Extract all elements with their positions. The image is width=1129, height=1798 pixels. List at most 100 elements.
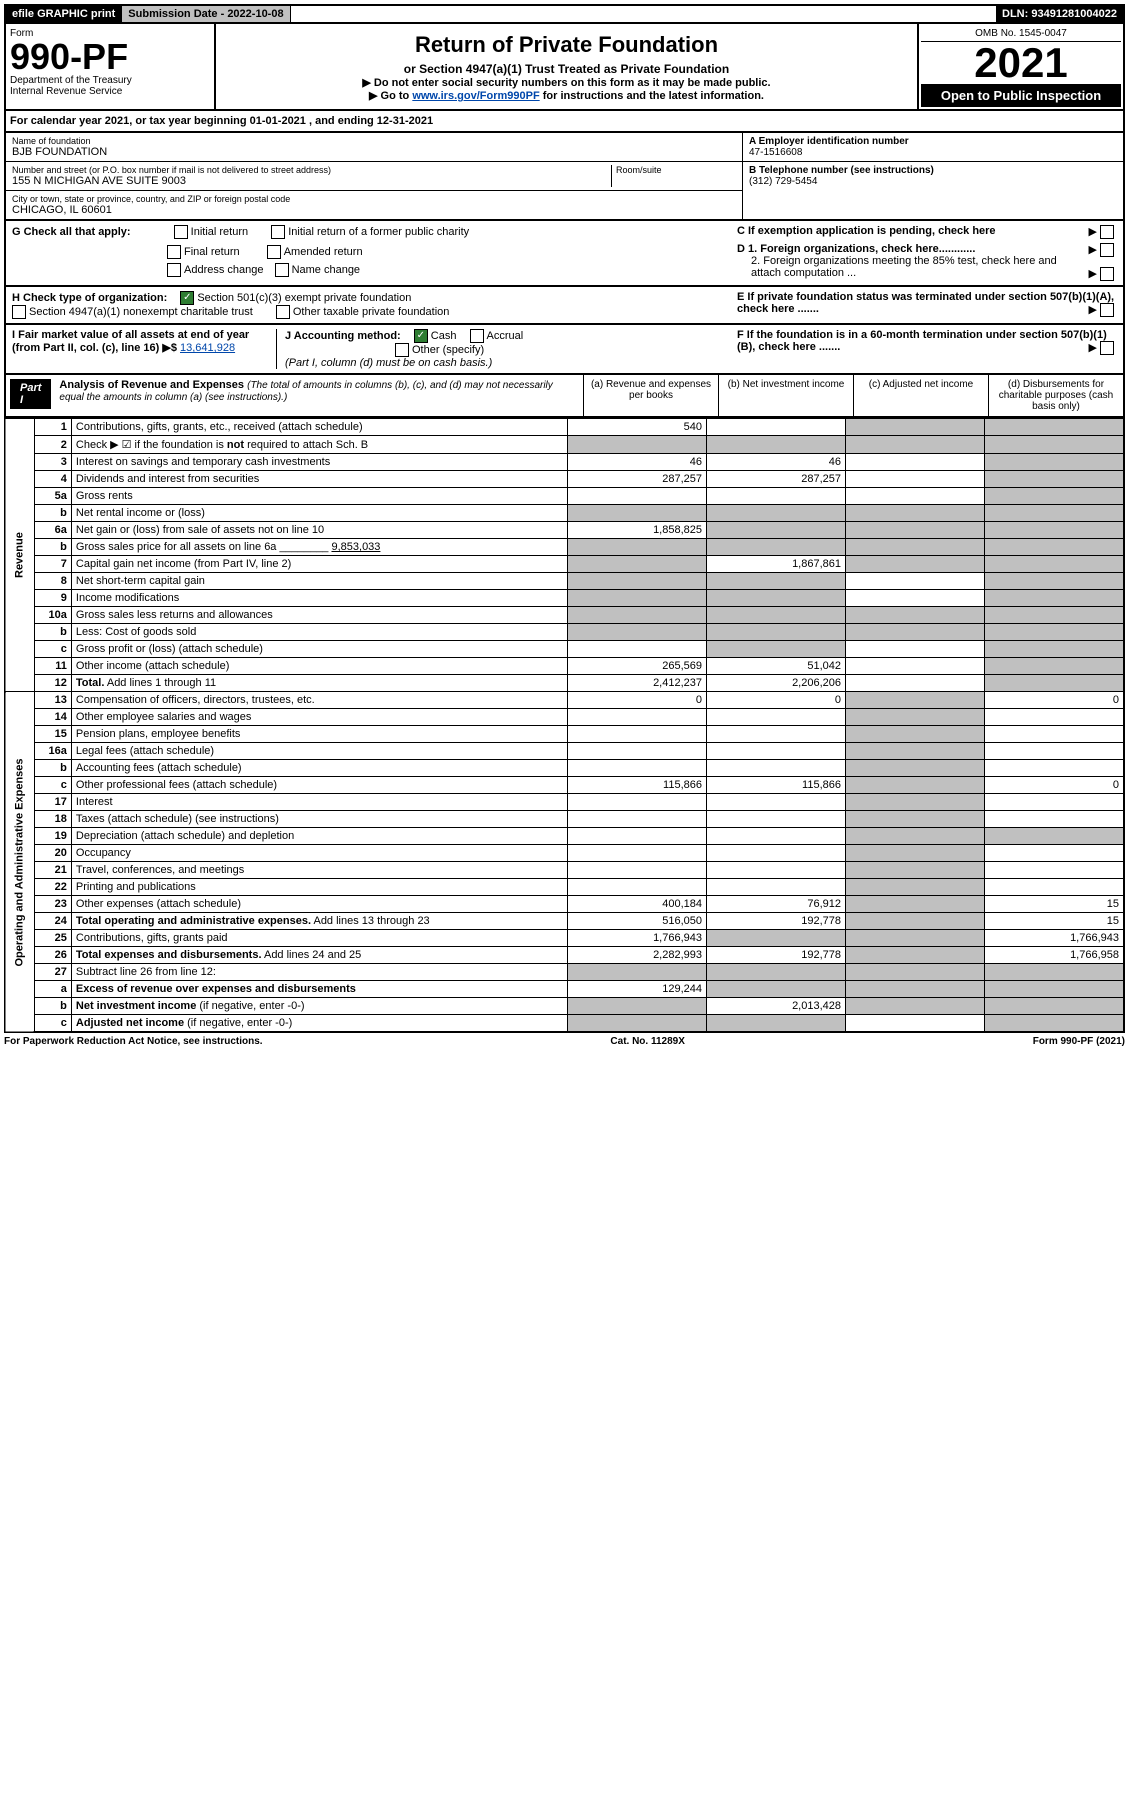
cell-value bbox=[846, 811, 985, 828]
cell-value bbox=[985, 641, 1125, 658]
row-number: c bbox=[34, 641, 71, 658]
row-description: Gross profit or (loss) (attach schedule) bbox=[71, 641, 567, 658]
cell-value bbox=[568, 964, 707, 981]
instruction-1: ▶ Do not enter social security numbers o… bbox=[220, 76, 913, 89]
row-number: 6a bbox=[34, 522, 71, 539]
checkbox-amended-return[interactable] bbox=[267, 245, 281, 259]
checkbox-501c3[interactable] bbox=[180, 291, 194, 305]
row-description: Other income (attach schedule) bbox=[71, 658, 567, 675]
footer-right: Form 990-PF (2021) bbox=[1033, 1036, 1125, 1047]
row-description: Total expenses and disbursements. Add li… bbox=[71, 947, 567, 964]
cell-value bbox=[707, 760, 846, 777]
row-description: Compensation of officers, directors, tru… bbox=[71, 692, 567, 709]
checkbox-4947[interactable] bbox=[12, 305, 26, 319]
checkbox-status-terminated[interactable] bbox=[1100, 303, 1114, 317]
table-row: 22Printing and publications bbox=[5, 879, 1124, 896]
irs-link[interactable]: www.irs.gov/Form990PF bbox=[412, 90, 539, 102]
checkbox-accrual[interactable] bbox=[470, 329, 484, 343]
row-description: Net investment income (if negative, ente… bbox=[71, 998, 567, 1015]
table-row: aExcess of revenue over expenses and dis… bbox=[5, 981, 1124, 998]
checkbox-exemption-pending[interactable] bbox=[1100, 225, 1114, 239]
checkbox-60-month[interactable] bbox=[1100, 341, 1114, 355]
cell-value bbox=[846, 419, 985, 436]
cell-value bbox=[707, 828, 846, 845]
cell-value bbox=[985, 556, 1125, 573]
row-number: 2 bbox=[34, 436, 71, 454]
row-number: 22 bbox=[34, 879, 71, 896]
cell-value: 46 bbox=[707, 454, 846, 471]
checkbox-foreign-org[interactable] bbox=[1100, 243, 1114, 257]
cell-value: 1,766,943 bbox=[568, 930, 707, 947]
form-number: 990-PF bbox=[10, 39, 210, 75]
cell-value bbox=[985, 488, 1125, 505]
cell-value bbox=[985, 964, 1125, 981]
cell-value: 15 bbox=[985, 896, 1125, 913]
row-number: b bbox=[34, 505, 71, 522]
checkbox-cash[interactable] bbox=[414, 329, 428, 343]
cell-value bbox=[985, 505, 1125, 522]
form-title: Return of Private Foundation bbox=[220, 32, 913, 58]
row-description: Travel, conferences, and meetings bbox=[71, 862, 567, 879]
cell-value: 1,858,825 bbox=[568, 522, 707, 539]
checkbox-final-return[interactable] bbox=[167, 245, 181, 259]
footer-mid: Cat. No. 11289X bbox=[610, 1036, 684, 1047]
cell-value bbox=[846, 743, 985, 760]
tax-year: 2021 bbox=[921, 42, 1121, 84]
row-number: c bbox=[34, 1015, 71, 1033]
cell-value: 1,766,958 bbox=[985, 947, 1125, 964]
cell-value bbox=[707, 522, 846, 539]
row-number: 24 bbox=[34, 913, 71, 930]
cell-value bbox=[707, 726, 846, 743]
checkbox-name-change[interactable] bbox=[275, 263, 289, 277]
cell-value: 192,778 bbox=[707, 947, 846, 964]
checkbox-initial-return[interactable] bbox=[174, 225, 188, 239]
cell-value bbox=[568, 556, 707, 573]
row-number: 7 bbox=[34, 556, 71, 573]
table-row: 24Total operating and administrative exp… bbox=[5, 913, 1124, 930]
cell-value bbox=[846, 913, 985, 930]
col-b-header: (b) Net investment income bbox=[718, 375, 853, 416]
checkbox-85-test[interactable] bbox=[1100, 267, 1114, 281]
row-description: Depreciation (attach schedule) and deple… bbox=[71, 828, 567, 845]
cell-value bbox=[846, 505, 985, 522]
col-d-header: (d) Disbursements for charitable purpose… bbox=[988, 375, 1123, 416]
checkbox-other-method[interactable] bbox=[395, 343, 409, 357]
cell-value bbox=[568, 1015, 707, 1033]
table-row: 23Other expenses (attach schedule)400,18… bbox=[5, 896, 1124, 913]
cell-value bbox=[985, 862, 1125, 879]
checkbox-other-taxable[interactable] bbox=[276, 305, 290, 319]
section-h-e-row: H Check type of organization: Section 50… bbox=[4, 287, 1125, 325]
cell-value bbox=[846, 522, 985, 539]
row-description: Legal fees (attach schedule) bbox=[71, 743, 567, 760]
row-number: 3 bbox=[34, 454, 71, 471]
cell-value bbox=[985, 675, 1125, 692]
info-right: A Employer identification number 47-1516… bbox=[742, 133, 1123, 219]
checkbox-initial-former[interactable] bbox=[271, 225, 285, 239]
table-row: 8Net short-term capital gain bbox=[5, 573, 1124, 590]
section-e: E If private foundation status was termi… bbox=[727, 291, 1117, 317]
row-description: Dividends and interest from securities bbox=[71, 471, 567, 488]
cell-value bbox=[985, 607, 1125, 624]
fmv-value: 13,641,928 bbox=[180, 342, 235, 354]
table-row: 25Contributions, gifts, grants paid1,766… bbox=[5, 930, 1124, 947]
table-row: 21Travel, conferences, and meetings bbox=[5, 862, 1124, 879]
row-description: Less: Cost of goods sold bbox=[71, 624, 567, 641]
cell-value bbox=[707, 1015, 846, 1033]
cell-value bbox=[846, 930, 985, 947]
cell-value bbox=[985, 522, 1125, 539]
row-description: Adjusted net income (if negative, enter … bbox=[71, 1015, 567, 1033]
cell-value bbox=[846, 777, 985, 794]
row-number: 5a bbox=[34, 488, 71, 505]
row-description: Net short-term capital gain bbox=[71, 573, 567, 590]
row-description: Net rental income or (loss) bbox=[71, 505, 567, 522]
cell-value bbox=[985, 981, 1125, 998]
cell-value: 129,244 bbox=[568, 981, 707, 998]
table-row: 17Interest bbox=[5, 794, 1124, 811]
cell-value bbox=[985, 454, 1125, 471]
table-row: 2Check ▶ ☑ if the foundation is not requ… bbox=[5, 436, 1124, 454]
row-number: 26 bbox=[34, 947, 71, 964]
checkbox-address-change[interactable] bbox=[167, 263, 181, 277]
cell-value: 0 bbox=[985, 692, 1125, 709]
cell-value bbox=[568, 794, 707, 811]
cell-value: 0 bbox=[707, 692, 846, 709]
